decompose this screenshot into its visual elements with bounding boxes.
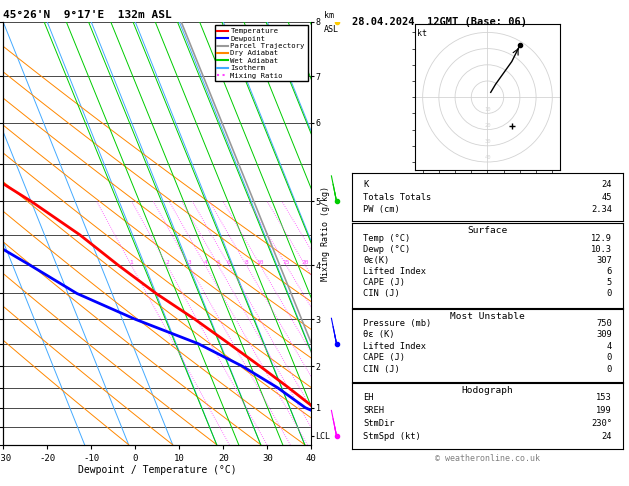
Text: 230°: 230° xyxy=(591,419,612,428)
Text: 28.04.2024  12GMT (Base: 06): 28.04.2024 12GMT (Base: 06) xyxy=(352,17,527,27)
Text: 15: 15 xyxy=(282,260,290,265)
Text: 10.3: 10.3 xyxy=(591,245,612,254)
Text: 750: 750 xyxy=(596,319,612,328)
Text: 0: 0 xyxy=(606,364,612,374)
Text: 5: 5 xyxy=(216,260,220,265)
Text: Surface: Surface xyxy=(467,226,508,235)
Text: 309: 309 xyxy=(596,330,612,339)
Text: θε (K): θε (K) xyxy=(363,330,394,339)
Text: CAPE (J): CAPE (J) xyxy=(363,353,405,362)
Text: 1: 1 xyxy=(130,260,133,265)
Text: 8: 8 xyxy=(245,260,248,265)
Text: 20: 20 xyxy=(301,260,309,265)
Text: 20: 20 xyxy=(484,123,491,128)
Text: Hodograph: Hodograph xyxy=(462,386,513,395)
Text: StmDir: StmDir xyxy=(363,419,394,428)
Text: θε(K): θε(K) xyxy=(363,256,389,265)
Text: 45°26'N  9°17'E  132m ASL: 45°26'N 9°17'E 132m ASL xyxy=(3,10,172,20)
Text: 0: 0 xyxy=(606,353,612,362)
Text: 40: 40 xyxy=(484,156,491,160)
Text: 0: 0 xyxy=(606,289,612,298)
Text: kt: kt xyxy=(418,29,428,38)
Text: 10: 10 xyxy=(257,260,264,265)
Text: 5: 5 xyxy=(606,278,612,287)
Text: CIN (J): CIN (J) xyxy=(363,289,400,298)
Text: 153: 153 xyxy=(596,393,612,402)
Text: km: km xyxy=(324,11,333,19)
Text: StmSpd (kt): StmSpd (kt) xyxy=(363,432,421,441)
Text: 45: 45 xyxy=(601,193,612,202)
Text: 2: 2 xyxy=(165,260,169,265)
X-axis label: Dewpoint / Temperature (°C): Dewpoint / Temperature (°C) xyxy=(78,466,237,475)
Text: © weatheronline.co.uk: © weatheronline.co.uk xyxy=(435,454,540,463)
Text: 4: 4 xyxy=(606,342,612,351)
Text: K: K xyxy=(363,180,369,189)
Text: PW (cm): PW (cm) xyxy=(363,206,400,214)
Text: 10: 10 xyxy=(484,107,491,112)
Text: ASL: ASL xyxy=(324,25,338,35)
Text: 24: 24 xyxy=(601,432,612,441)
Text: Lifted Index: Lifted Index xyxy=(363,267,426,276)
Text: 199: 199 xyxy=(596,406,612,415)
Text: SREH: SREH xyxy=(363,406,384,415)
Text: Totals Totals: Totals Totals xyxy=(363,193,431,202)
Text: Mixing Ratio (g/kg): Mixing Ratio (g/kg) xyxy=(321,186,330,281)
Text: CIN (J): CIN (J) xyxy=(363,364,400,374)
Text: 12.9: 12.9 xyxy=(591,234,612,243)
Text: Lifted Index: Lifted Index xyxy=(363,342,426,351)
Text: Most Unstable: Most Unstable xyxy=(450,312,525,321)
Legend: Temperature, Dewpoint, Parcel Trajectory, Dry Adiabat, Wet Adiabat, Isotherm, Mi: Temperature, Dewpoint, Parcel Trajectory… xyxy=(214,25,308,82)
Text: 4: 4 xyxy=(203,260,207,265)
Text: Pressure (mb): Pressure (mb) xyxy=(363,319,431,328)
Text: 6: 6 xyxy=(606,267,612,276)
Text: 24: 24 xyxy=(601,180,612,189)
Text: 2.34: 2.34 xyxy=(591,206,612,214)
Text: 307: 307 xyxy=(596,256,612,265)
Text: EH: EH xyxy=(363,393,374,402)
Text: Temp (°C): Temp (°C) xyxy=(363,234,410,243)
Text: 6: 6 xyxy=(227,260,231,265)
Text: 3: 3 xyxy=(187,260,191,265)
Text: 30: 30 xyxy=(484,139,491,144)
Text: Dewp (°C): Dewp (°C) xyxy=(363,245,410,254)
Text: CAPE (J): CAPE (J) xyxy=(363,278,405,287)
